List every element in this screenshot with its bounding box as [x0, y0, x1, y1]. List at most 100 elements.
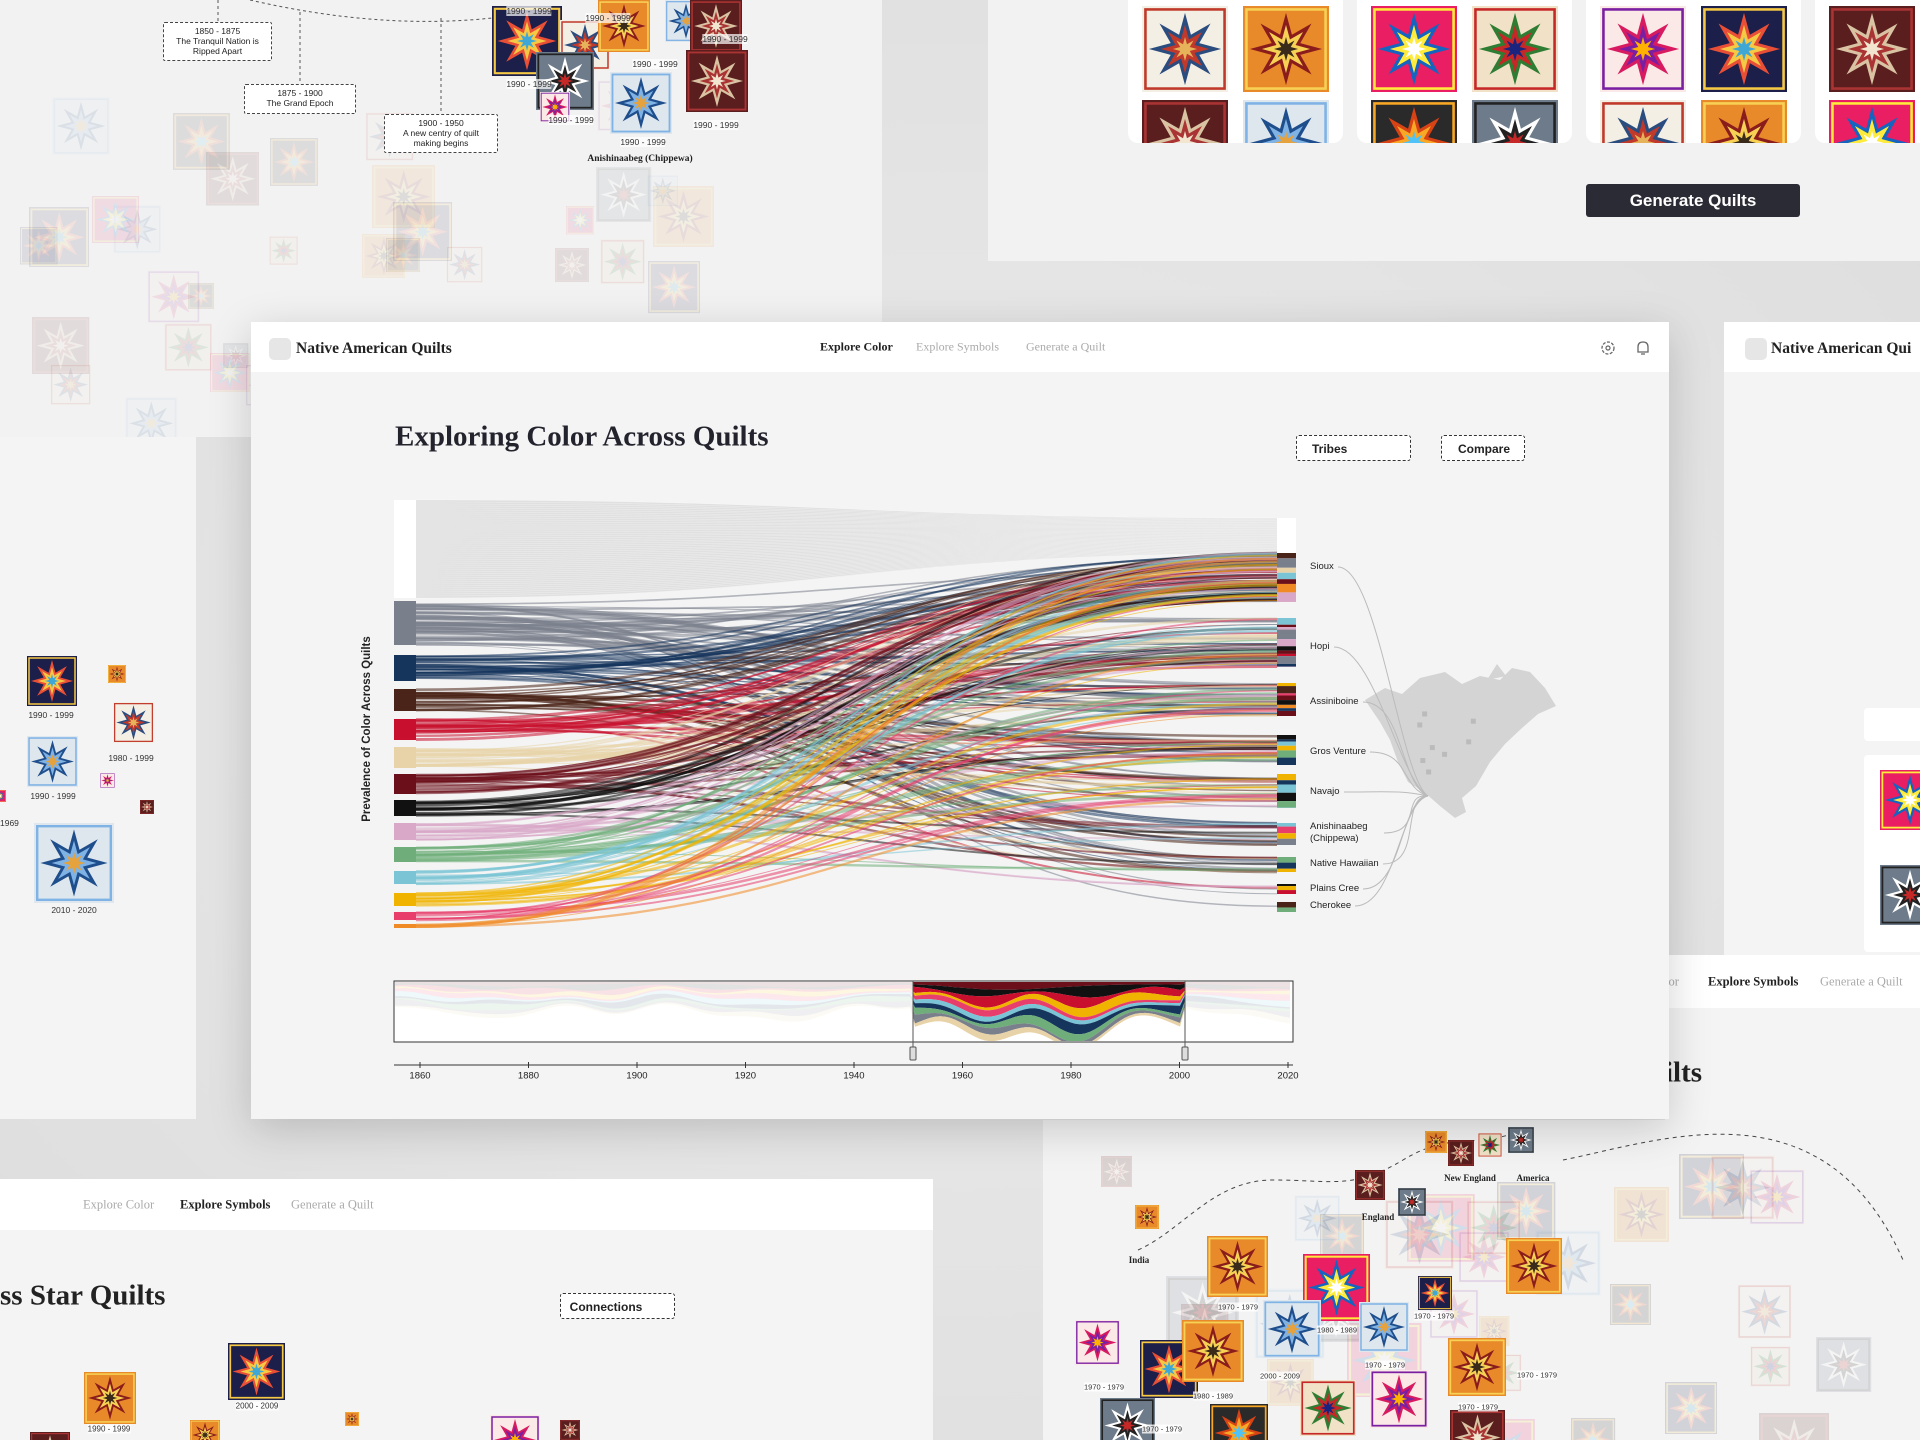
thumb-label: 2000 - 2009 [1259, 1371, 1301, 1381]
quilt-thumbnail [1829, 100, 1915, 143]
tick-label: 1860 [409, 1070, 431, 1082]
brand: Native American Qui [1771, 340, 1912, 357]
color-node [394, 774, 416, 794]
tribe-node [1277, 708, 1296, 711]
dropdown-label[interactable]: Connections [569, 1300, 643, 1314]
card [1864, 708, 1920, 741]
map-marker [1466, 739, 1472, 745]
quilt-thumbnail [113, 702, 154, 743]
brand[interactable]: Native American Quilts [296, 340, 452, 357]
dropdown[interactable]: Connections [560, 1293, 675, 1319]
stream-layer [913, 995, 1185, 1035]
nav-item[interactable]: Explore Color [83, 1197, 155, 1212]
button-label[interactable]: Compare [1457, 442, 1511, 456]
gallery-panel: 1990 - 1999 1980 - 1999 1990 - 1999 2010 - … [0, 437, 196, 1119]
quilt-thumbnail [1383, 1199, 1455, 1271]
quilt-thumbnail [1472, 100, 1558, 143]
tribe-node [1277, 780, 1296, 785]
annotation-period: 1900 - 1950 [418, 118, 464, 128]
connector [1382, 795, 1429, 865]
nav-item[interactable]: Explore Symbols [180, 1197, 271, 1212]
quilt-thumbnail [392, 201, 453, 262]
quilt-thumbnail [1371, 6, 1457, 92]
thumb-label: 2010 - 2020 [51, 905, 97, 915]
map-marker [1422, 711, 1428, 717]
quilt-thumbnail [1571, 1418, 1616, 1440]
tribe-node [1277, 890, 1296, 894]
annotation-text: The Tranquil Nation is Ripped Apart [176, 36, 259, 56]
quilt-thumbnail [228, 1343, 285, 1400]
tribe-node [1277, 710, 1296, 716]
quilt-thumbnail [1300, 1380, 1356, 1436]
button-label[interactable]: Generate Quilts [1629, 190, 1757, 210]
settings-icon[interactable] [1601, 341, 1615, 355]
map-marker [1420, 758, 1426, 764]
quilt-thumbnail [163, 322, 213, 372]
quilt-thumbnail [28, 206, 90, 268]
thumb-label: 1990 - 1999 [693, 120, 739, 130]
quilt-thumbnail [1609, 1283, 1651, 1325]
logo[interactable] [269, 338, 291, 360]
brush-handle[interactable] [1181, 1046, 1189, 1061]
quilt-thumbnail [555, 247, 590, 282]
quilt-thumbnail [598, 0, 650, 52]
quilt-thumbnail [108, 665, 126, 683]
map [1365, 664, 1556, 818]
nav-item[interactable]: Generate a Quilt [291, 1197, 374, 1212]
tribe-node [1277, 801, 1296, 808]
thumb-label: 1990 - 1999 [585, 13, 631, 23]
dropdown[interactable]: Tribes [1296, 435, 1411, 461]
quilt-thumbnail [1458, 1231, 1511, 1284]
quilt-thumbnail [1370, 1370, 1428, 1428]
quilt-thumbnail [600, 239, 646, 285]
quilt-thumbnail [1736, 1284, 1792, 1340]
nav-item[interactable]: Generate a Quilt [1820, 974, 1903, 989]
quilt-thumbnail [0, 790, 6, 802]
quilt-thumbnail [1478, 1133, 1502, 1157]
nav-item[interactable]: Explore Symbols [1708, 974, 1799, 989]
tribe-label: Cherokee [1310, 900, 1352, 911]
annotation-period: 1875 - 1900 [277, 88, 323, 98]
thumb-label: 1980 - 1989 [1192, 1391, 1234, 1401]
tribe-label: Sioux [1310, 561, 1334, 572]
network-panel: New England America England India 1970 - 197… [1043, 1120, 1920, 1440]
generate-button[interactable]: Generate Quilts [1586, 184, 1800, 217]
place-label: India [1128, 1255, 1150, 1265]
tribe-node [1277, 774, 1296, 781]
color-node [394, 912, 416, 920]
thumb-label: 1970 - 1979 [1217, 1302, 1259, 1312]
quilt-card [1357, 0, 1572, 143]
quilt-thumbnail [1880, 865, 1920, 925]
stream-layer [913, 992, 1185, 1021]
tick-label: 1900 [626, 1070, 648, 1082]
thumb-label: 1969 [0, 818, 19, 828]
thumb-label: 2000 - 2009 [235, 1401, 279, 1411]
tribe-node [1277, 693, 1296, 696]
nav-item[interactable]: Explore Symbols [916, 339, 999, 354]
stream-layer [913, 983, 1185, 998]
nav-item[interactable]: Explore Color [820, 339, 893, 354]
quilt-thumbnail [1497, 1181, 1556, 1241]
quilt-thumbnail [1142, 6, 1228, 92]
timeline-panel: 1850 - 1875 The Tranquil Nation is Ripped… [0, 0, 882, 437]
tribe-node [1277, 757, 1296, 765]
quilt-thumbnail [446, 245, 484, 283]
button[interactable]: Compare [1441, 435, 1525, 461]
quilt-thumbnail [1749, 1169, 1806, 1226]
nav-item[interactable]: Generate a Quilt [1026, 339, 1106, 354]
quilt-thumbnail [652, 185, 714, 247]
quilt-thumbnail [1355, 1170, 1385, 1200]
thumb-label: 1970 - 1979 [1516, 1370, 1558, 1380]
quilt-thumbnail [1701, 100, 1787, 143]
map-marker [1429, 745, 1435, 751]
brush-handle[interactable] [909, 1046, 917, 1061]
color-node [394, 800, 416, 816]
quilt-thumbnail [1600, 100, 1686, 143]
quilt-thumbnail [1750, 1346, 1792, 1387]
quilt-thumbnail [1182, 1320, 1244, 1382]
dropdown-label[interactable]: Tribes [1312, 442, 1348, 456]
tribe-node [1277, 826, 1296, 834]
annotation-period: 1850 - 1875 [194, 26, 241, 36]
notification-icon[interactable] [1637, 341, 1649, 355]
dashed-path [249, 0, 493, 22]
